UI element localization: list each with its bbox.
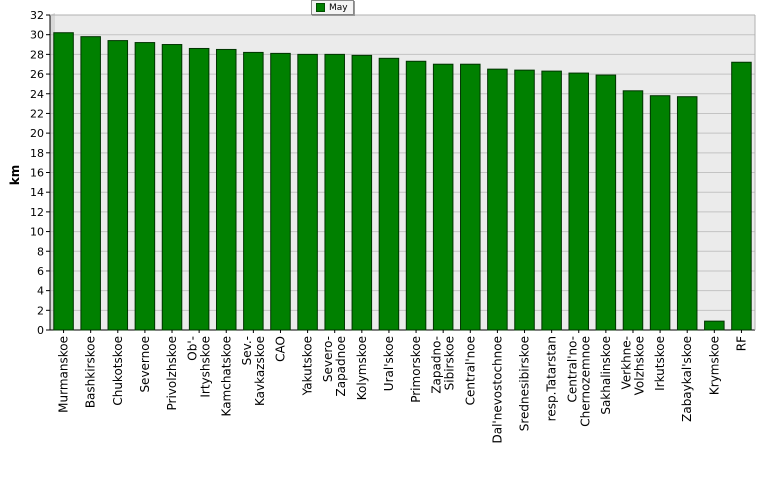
bar bbox=[568, 72, 590, 331]
y-tick-label: 0 bbox=[37, 324, 44, 337]
y-axis-title: km bbox=[8, 164, 22, 186]
x-tick-label: Kolymskoe bbox=[355, 336, 369, 400]
bar bbox=[405, 60, 427, 331]
bar bbox=[731, 61, 752, 331]
bar bbox=[704, 320, 725, 331]
bar bbox=[432, 63, 454, 331]
x-tick-label: Zapadno- bbox=[430, 336, 444, 394]
bar bbox=[622, 90, 644, 331]
x-tick-label: Severnoe bbox=[138, 336, 152, 393]
x-tick-label: Central'noe bbox=[463, 336, 477, 405]
x-tick-label: Chukotskoe bbox=[111, 336, 125, 406]
x-tick-label: Sibirskoe bbox=[443, 336, 457, 390]
y-tick-label: 28 bbox=[30, 48, 44, 61]
bar bbox=[649, 95, 671, 331]
y-tick-label: 18 bbox=[30, 147, 44, 160]
y-tick-label: 22 bbox=[30, 107, 44, 120]
y-tick-label: 8 bbox=[37, 245, 44, 258]
bar bbox=[188, 47, 210, 331]
bar bbox=[514, 69, 535, 331]
x-tick-label: Privolzhskoe bbox=[165, 336, 179, 410]
bar bbox=[460, 63, 481, 331]
x-tick-label: Chernozemnoe bbox=[578, 336, 592, 427]
bar bbox=[243, 51, 264, 331]
x-tick-label: resp.Tatarstan bbox=[545, 336, 559, 421]
x-tick-label: CAO bbox=[273, 336, 287, 362]
y-tick-label: 6 bbox=[37, 265, 44, 278]
bar bbox=[541, 70, 562, 331]
x-tick-label: Irkutskoe bbox=[653, 336, 667, 391]
x-tick-label: Kavkazskoe bbox=[253, 336, 267, 406]
bar bbox=[270, 52, 291, 331]
x-tick-label: Ural'skoe bbox=[382, 336, 396, 391]
bar bbox=[351, 54, 373, 331]
y-tick-label: 20 bbox=[30, 127, 44, 140]
x-tick-label: Sakhalinskoe bbox=[599, 336, 613, 415]
x-tick-label: Severo- bbox=[321, 336, 335, 382]
bar bbox=[595, 74, 617, 331]
y-tick-label: 2 bbox=[37, 304, 44, 317]
x-tick-label: Irtyshskoe bbox=[199, 336, 213, 398]
x-tick-label: Central'no- bbox=[565, 336, 579, 403]
x-tick-label: Kamchatskoe bbox=[219, 336, 233, 416]
x-tick-label: Volzhskoe bbox=[632, 336, 646, 395]
bar bbox=[487, 68, 508, 331]
legend: May bbox=[311, 0, 354, 15]
bar bbox=[297, 53, 318, 331]
y-tick-label: 24 bbox=[30, 88, 44, 101]
y-tick-label: 4 bbox=[37, 285, 44, 298]
bar bbox=[324, 53, 345, 331]
x-tick-label: Zapadnoe bbox=[334, 336, 348, 397]
bar bbox=[215, 48, 237, 331]
y-tick-label: 14 bbox=[30, 186, 44, 199]
x-tick-label: Yakutskoe bbox=[301, 336, 315, 396]
y-tick-label: 30 bbox=[30, 29, 44, 42]
x-tick-label: Verkhne- bbox=[619, 336, 633, 389]
x-tick-label: Primorskoe bbox=[409, 336, 423, 403]
x-tick-label: Srednesibirskoe bbox=[518, 336, 532, 431]
bar bbox=[80, 36, 101, 331]
x-tick-label: Zabaykal'skoe bbox=[680, 336, 694, 422]
bar bbox=[378, 57, 400, 331]
x-tick-label: Bashkirskoe bbox=[84, 336, 98, 408]
x-tick-label: RF bbox=[734, 336, 748, 351]
x-tick-label: Sev.- bbox=[240, 336, 254, 365]
x-tick-label: Krymskoe bbox=[707, 336, 721, 395]
legend-swatch bbox=[316, 3, 325, 12]
bar bbox=[53, 32, 74, 331]
y-tick-label: 12 bbox=[30, 206, 44, 219]
y-tick-label: 16 bbox=[30, 167, 44, 180]
bar bbox=[161, 44, 183, 331]
y-tick-label: 10 bbox=[30, 226, 44, 239]
y-tick-label: 32 bbox=[30, 9, 44, 22]
bar bbox=[134, 42, 156, 331]
bar bbox=[107, 40, 129, 331]
x-tick-label: Ob'- bbox=[186, 336, 200, 361]
y-tick-label: 26 bbox=[30, 68, 44, 81]
legend-label-may: May bbox=[329, 2, 348, 13]
x-tick-label: Murmanskoe bbox=[57, 336, 71, 413]
x-tick-label: Dal'nevostochnoe bbox=[490, 336, 504, 444]
bar bbox=[676, 96, 698, 331]
